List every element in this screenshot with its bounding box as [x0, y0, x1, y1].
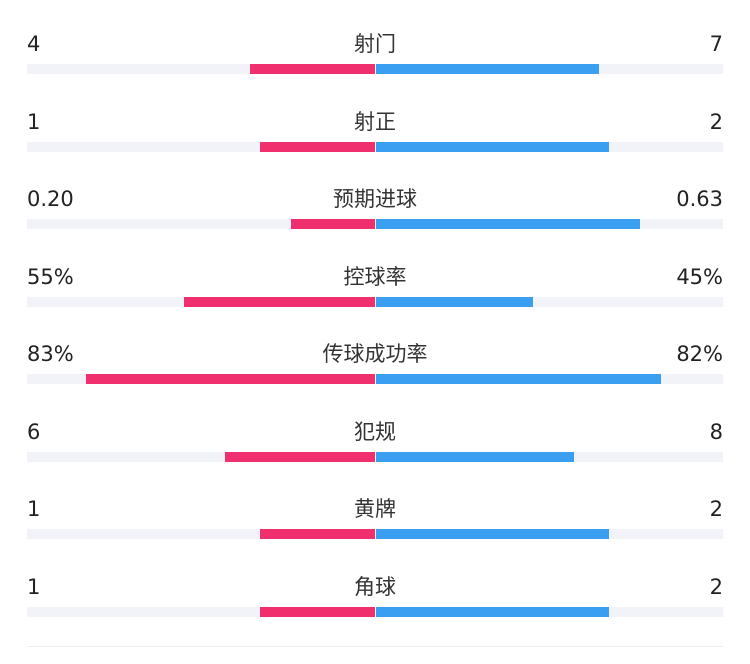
stat-row: 1 射正 2 [0, 108, 750, 186]
stat-row: 1 黄牌 2 [0, 495, 750, 573]
away-value: 2 [709, 109, 723, 134]
stat-row: 0.20 预期进球 0.63 [0, 185, 750, 263]
stat-label: 预期进球 [333, 187, 417, 211]
home-bar [225, 451, 375, 462]
home-bar [250, 64, 375, 74]
away-value: 45% [676, 264, 723, 289]
stat-row: 55% 控球率 45% [0, 263, 750, 341]
stat-label: 犯规 [354, 419, 396, 444]
away-bar [376, 451, 574, 462]
home-bar [86, 374, 375, 384]
stat-label: 黄牌 [354, 497, 396, 521]
home-bar [260, 529, 375, 539]
home-value: 1 [27, 574, 41, 599]
stat-row: 83% 传球成功率 82% [0, 340, 750, 418]
stat-label: 控球率 [343, 264, 407, 289]
away-value: 7 [709, 32, 723, 56]
away-bar [376, 64, 599, 74]
home-bar-track [27, 606, 375, 617]
away-bar [376, 296, 533, 307]
away-bar [376, 529, 609, 539]
home-value: 55% [27, 264, 74, 289]
away-value: 8 [709, 419, 723, 444]
away-value: 2 [709, 497, 723, 521]
home-bar-track [27, 64, 375, 74]
home-value: 83% [27, 342, 74, 366]
stat-label: 角球 [354, 574, 396, 599]
home-bar-track [27, 451, 375, 462]
away-bar [376, 219, 640, 229]
away-value: 82% [676, 342, 723, 366]
home-bar [260, 606, 375, 617]
home-value: 0.20 [27, 187, 74, 211]
stat-label: 传球成功率 [322, 342, 428, 366]
bottom-divider [27, 646, 723, 647]
stat-row: 1 角球 2 [0, 573, 750, 651]
away-value: 2 [709, 574, 723, 599]
away-bar [376, 606, 609, 617]
home-value: 1 [27, 497, 41, 521]
home-value: 4 [27, 32, 41, 56]
stat-row: 4 射门 7 [0, 30, 750, 108]
stat-row: 6 犯规 8 [0, 418, 750, 496]
away-bar [376, 141, 609, 152]
away-value: 0.63 [676, 187, 723, 211]
home-bar [291, 219, 375, 229]
away-bar-track [376, 296, 723, 307]
home-bar-track [27, 219, 375, 229]
stat-label: 射门 [354, 32, 396, 56]
home-bar-track [27, 141, 375, 152]
home-bar [184, 296, 375, 307]
home-bar [260, 141, 375, 152]
home-value: 1 [27, 109, 41, 134]
home-bar-track [27, 529, 375, 539]
home-value: 6 [27, 419, 41, 444]
away-bar [376, 374, 661, 384]
stat-label: 射正 [354, 109, 396, 134]
